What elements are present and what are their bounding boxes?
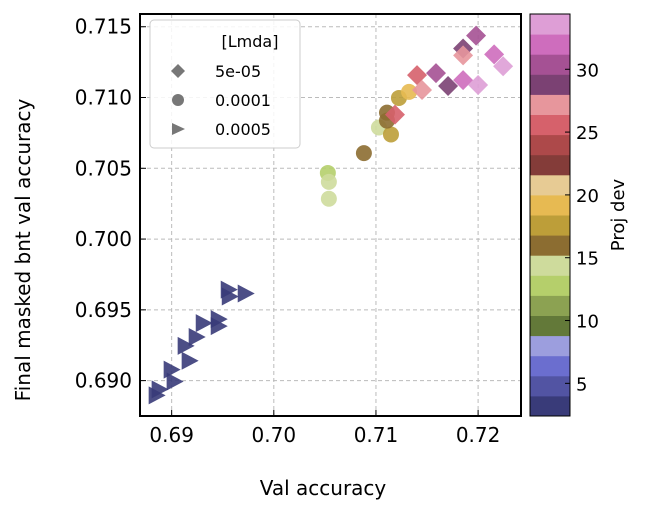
colorbar-band	[530, 134, 570, 156]
legend-triangle-marker	[172, 123, 185, 135]
plot-frame	[139, 13, 522, 417]
diamond-point	[484, 44, 505, 65]
triangle-point	[166, 372, 184, 391]
colorbar-tick-label: 25	[576, 123, 599, 144]
triangle-point	[195, 314, 213, 333]
triangle-point	[221, 287, 239, 306]
x-tick-label: 0.71	[354, 423, 399, 447]
diamond-point	[453, 70, 474, 91]
colorbar-tick-label: 10	[576, 312, 599, 333]
y-tick-label: 0.705	[75, 156, 132, 180]
legend-title: [Lmda]	[222, 32, 279, 51]
diamond-point	[412, 80, 433, 101]
diamond-point	[493, 56, 514, 77]
legend: [Lmda] 5e-05 0.0001 0.0005	[149, 19, 301, 149]
diamond-point	[426, 63, 447, 84]
y-tick-label: 0.690	[75, 369, 132, 393]
triangle-point	[210, 310, 228, 329]
colorbar: 5 10 15 20 25 30	[529, 13, 599, 417]
colorbar-band	[530, 34, 570, 55]
colorbar-tick-label: 5	[576, 374, 587, 395]
colorbar-tick-label: 15	[576, 249, 599, 270]
colorbar-band	[530, 194, 570, 216]
legend-label: 0.0005	[215, 120, 271, 139]
colorbar-band	[530, 54, 570, 75]
circle-point	[355, 145, 372, 162]
circle-point	[401, 83, 418, 100]
colorbar-frame	[529, 13, 571, 417]
x-tick-label: 0.69	[149, 423, 194, 447]
legend-label: 0.0001	[215, 91, 271, 110]
colorbar-band	[530, 255, 570, 276]
diamond-point	[384, 104, 405, 125]
circle-point	[320, 173, 337, 190]
colorbar-tick-label: 30	[576, 60, 599, 81]
colorbar-band	[530, 14, 570, 35]
colorbar-band	[530, 315, 570, 337]
colorbar-band	[530, 74, 570, 95]
triangle-point	[163, 360, 181, 379]
diamond-point	[466, 25, 487, 46]
x-axis-label: Val accuracy	[260, 476, 387, 500]
triangle-point	[177, 336, 195, 355]
colorbar-band	[530, 375, 570, 397]
colorbar-band	[530, 235, 570, 256]
triangle-point	[237, 284, 255, 303]
colorbar-band	[530, 295, 570, 316]
colorbar-band	[530, 355, 570, 377]
colorbar-label: Proj dev	[608, 178, 629, 251]
y-tick-label: 0.715	[75, 15, 132, 39]
legend-diamond-marker	[171, 64, 185, 78]
colorbar-band	[530, 174, 570, 196]
triangle-point	[188, 328, 206, 347]
colorbar-band	[530, 94, 570, 115]
diamond-point	[468, 75, 489, 96]
colorbar-band	[530, 114, 570, 136]
legend-circle-marker	[172, 94, 184, 106]
colorbar-band	[530, 275, 570, 296]
y-tick-label: 0.695	[75, 298, 132, 322]
x-tick-label: 0.70	[252, 423, 297, 447]
x-tick-label: 0.72	[456, 423, 501, 447]
colorbar-tick-label: 20	[576, 186, 599, 207]
colorbar-band	[530, 335, 570, 357]
triangle-point	[151, 380, 169, 399]
colorbar-band	[530, 154, 570, 176]
y-tick-label: 0.700	[75, 227, 132, 251]
triangle-point	[181, 351, 199, 370]
colorbar-band	[530, 215, 570, 236]
diamond-point	[453, 45, 474, 66]
diamond-point	[438, 76, 459, 97]
data-points	[148, 25, 514, 405]
y-tick-label: 0.710	[75, 86, 132, 110]
y-axis-label: Final masked bnt val accuracy	[11, 99, 35, 402]
circle-point	[382, 126, 399, 143]
circle-point	[320, 190, 337, 207]
axis-ticks: 0.69 0.70 0.71 0.72 0.690 0.695 0.700 0.705 0.71…	[75, 15, 501, 447]
colorbar-band	[530, 395, 570, 417]
legend-label: 5e-05	[215, 62, 261, 81]
